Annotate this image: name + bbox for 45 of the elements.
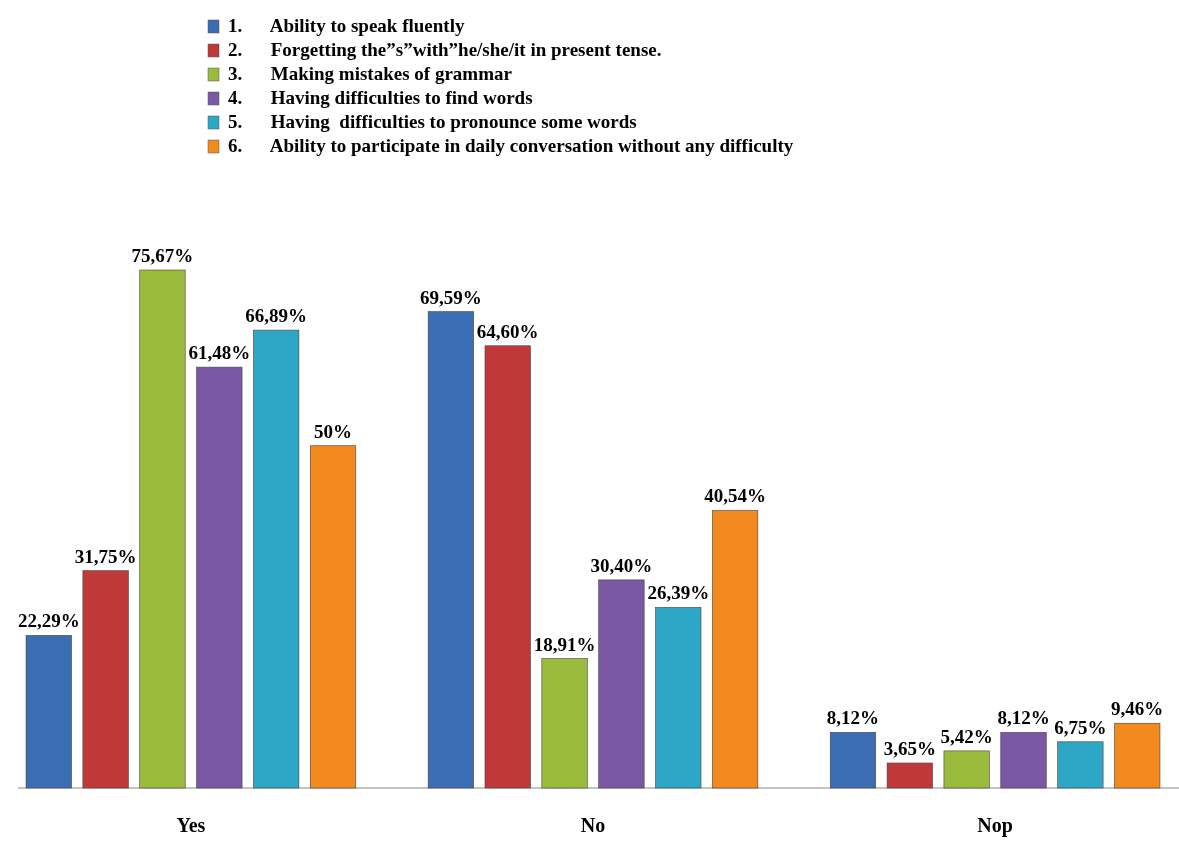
data-label: 61,48% — [188, 342, 251, 364]
x-tick-label: Yes — [176, 814, 206, 836]
data-label: 26,39% — [647, 582, 710, 604]
data-label: 22,29% — [17, 610, 80, 632]
data-label: 31,75% — [74, 545, 137, 567]
x-tick-label: No — [580, 814, 606, 836]
bar — [139, 269, 186, 789]
bar — [427, 311, 474, 789]
legend-label: 1. Ability to speak fluently — [228, 15, 465, 36]
bar — [829, 732, 877, 789]
legend-label: 3. Making mistakes of grammar — [228, 63, 513, 84]
data-label: 30,40% — [590, 554, 653, 576]
bar — [309, 445, 357, 789]
bar — [943, 750, 990, 789]
data-label: 6,75% — [1054, 716, 1107, 738]
bar — [82, 570, 129, 789]
bar — [886, 762, 933, 789]
data-label: 40,54% — [704, 485, 766, 507]
bar — [196, 366, 243, 789]
legend-label: 5. Having difficulties to pronounce some words — [228, 111, 637, 132]
data-label: 3,65% — [883, 738, 936, 760]
bar — [712, 510, 759, 789]
data-label: 66,89% — [245, 305, 308, 327]
data-label: 5,42% — [940, 725, 993, 747]
bar — [655, 607, 702, 789]
bar — [598, 579, 645, 789]
bar — [25, 635, 72, 789]
legend-label: 2. Forgetting the”s”with”he/she/it in present tense. — [228, 39, 662, 60]
bar — [484, 345, 531, 789]
bar — [1000, 732, 1047, 789]
data-label: 9,46% — [1111, 698, 1164, 720]
data-label: 64,60% — [476, 320, 539, 342]
data-label: 8,12% — [826, 707, 880, 729]
data-label: 75,67% — [131, 245, 194, 266]
legend-label: 6. Ability to participate in daily conversation without any difficulty — [228, 135, 794, 156]
data-label: 8,12% — [997, 707, 1050, 729]
data-label: 69,59% — [420, 286, 482, 308]
bar — [253, 329, 300, 789]
data-label: 18,91% — [533, 633, 596, 655]
x-tick-label: Nop — [977, 814, 1013, 837]
bar — [1114, 722, 1161, 789]
legend-label: 4. Having difficulties to find words — [228, 87, 533, 108]
data-label: 50% — [314, 420, 353, 442]
bar — [541, 658, 588, 789]
bar — [1057, 741, 1104, 789]
